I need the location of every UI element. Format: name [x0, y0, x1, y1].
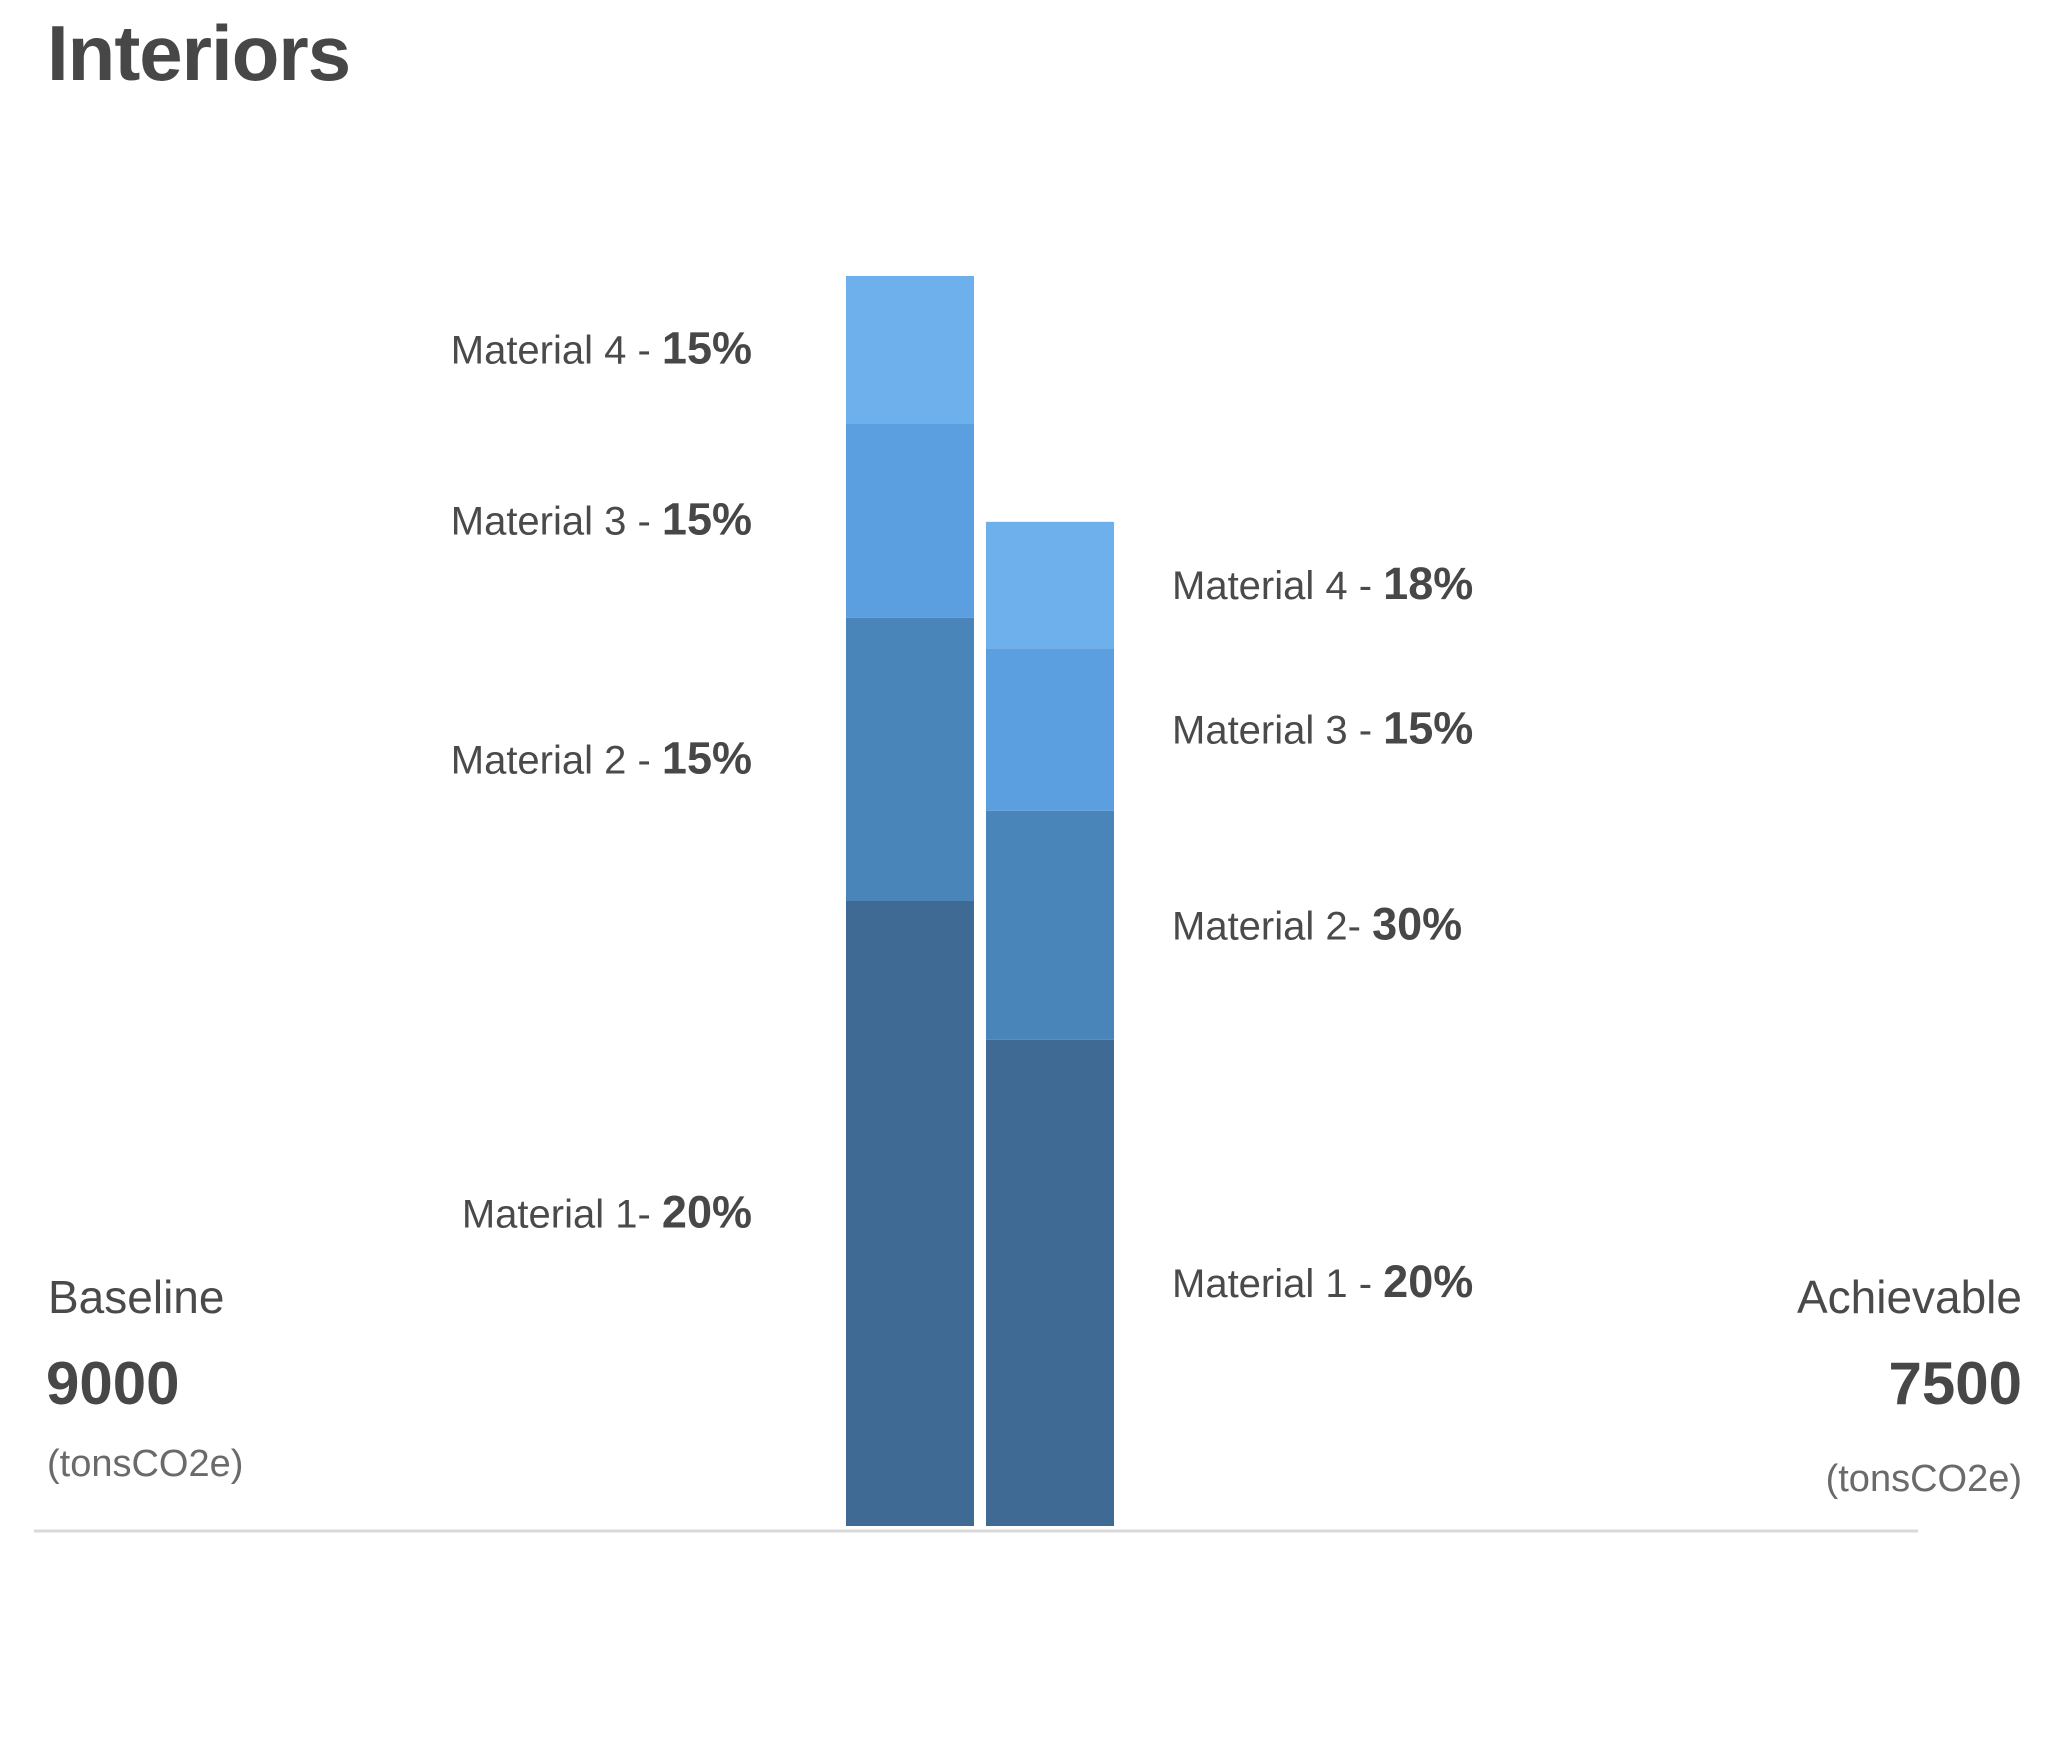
segment-label-name: Material 1-: [462, 1193, 662, 1237]
segment-labels-group: Material 1- 20%Material 2 - 15%Material …: [451, 323, 1474, 1307]
bar-segment-achievable-material-2: [986, 810, 1114, 1040]
segment-label-percent: 20%: [662, 1187, 752, 1238]
segment-label-achievable-material-3: Material 3 - 15%: [1172, 702, 1473, 753]
segment-label-percent: 15%: [662, 323, 752, 374]
segment-label-name: Material 3 -: [451, 499, 662, 543]
segment-label-percent: 18%: [1383, 558, 1473, 609]
baseline-value: 9000: [46, 1350, 179, 1417]
segment-label-baseline-material-1: Material 1- 20%: [462, 1187, 752, 1238]
segment-label-percent: 15%: [662, 732, 752, 783]
segment-label-achievable-material-4: Material 4 - 18%: [1172, 558, 1473, 609]
segment-label-baseline-material-4: Material 4 - 15%: [451, 323, 752, 374]
segment-label-name: Material 4 -: [451, 329, 662, 373]
segment-label-name: Material 2 -: [451, 738, 662, 782]
segment-label-achievable-material-1: Material 1 - 20%: [1172, 1256, 1473, 1307]
segment-label-name: Material 3 -: [1172, 708, 1383, 752]
baseline-unit: (tonsCO2e): [47, 1443, 243, 1485]
bar-segment-achievable-material-4: [986, 521, 1114, 649]
bar-segment-achievable-material-1: [986, 1039, 1114, 1526]
segment-label-name: Material 1 -: [1172, 1262, 1383, 1306]
bar-segment-baseline-material-3: [846, 423, 974, 618]
segment-label-baseline-material-2: Material 2 - 15%: [451, 732, 752, 783]
segment-label-percent: 30%: [1372, 898, 1462, 949]
segment-label-name: Material 4 -: [1172, 564, 1383, 608]
achievable-label: Achievable: [1797, 1271, 2022, 1323]
achievable-unit: (tonsCO2e): [1826, 1458, 2022, 1500]
bar-segment-achievable-material-3: [986, 648, 1114, 811]
segment-label-percent: 15%: [1383, 702, 1473, 753]
bars-group: [846, 276, 1114, 1526]
achievable-value: 7500: [1889, 1350, 2022, 1417]
segment-label-name: Material 2-: [1172, 904, 1372, 948]
segment-label-percent: 15%: [662, 493, 752, 544]
bar-segment-baseline-material-4: [846, 276, 974, 424]
segment-label-baseline-material-3: Material 3 - 15%: [451, 493, 752, 544]
bar-segment-baseline-material-1: [846, 901, 974, 1526]
segment-label-achievable-material-2: Material 2- 30%: [1172, 898, 1462, 949]
bar-segment-baseline-material-2: [846, 617, 974, 901]
page-title: Interiors: [47, 9, 351, 97]
segment-label-percent: 20%: [1383, 1256, 1473, 1307]
baseline-label: Baseline: [48, 1271, 224, 1323]
